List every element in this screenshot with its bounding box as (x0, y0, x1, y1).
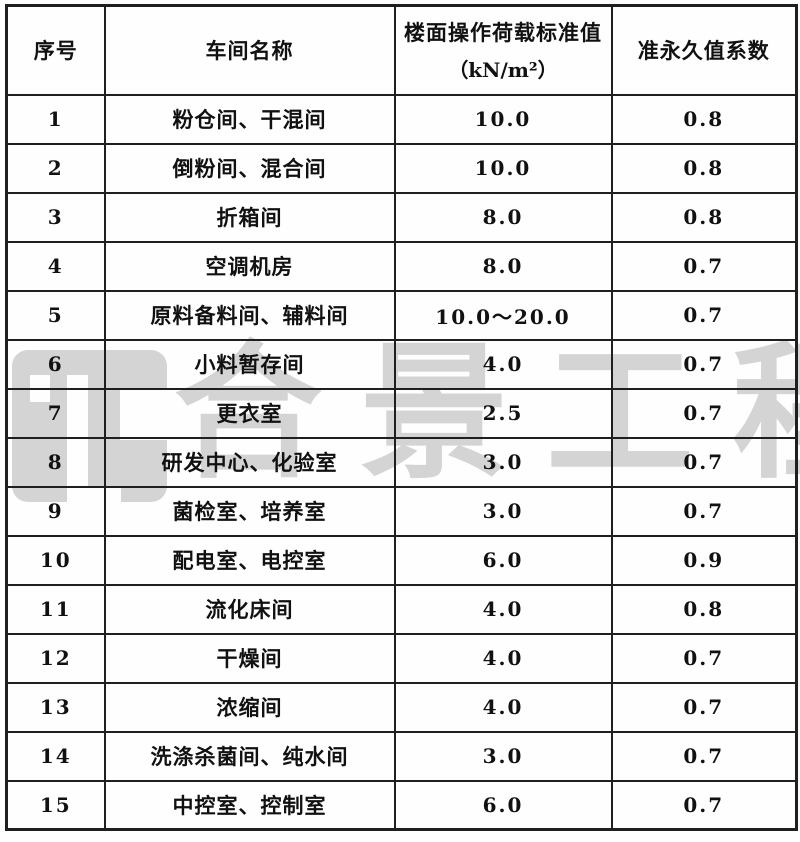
row-workshop-name: 更衣室 (103, 387, 396, 439)
header-quasi-permanent-coefficient: 准永久值系数 (610, 4, 798, 96)
row-load-value: 10.0 (393, 142, 613, 194)
floor-load-table: 序号 车间名称 楼面操作荷载标准值 （kN/m²） 准永久值系数 1 粉仓间、干… (5, 4, 798, 831)
row-coefficient: 0.7 (610, 338, 798, 390)
row-load-value: 6.0 (393, 534, 613, 586)
row-serial: 15 (5, 779, 106, 831)
row-load-value: 3.0 (393, 436, 613, 488)
table-row: 1 粉仓间、干混间 10.0 0.8 (5, 93, 798, 145)
row-workshop-name: 研发中心、化验室 (103, 436, 396, 488)
table-row: 4 空调机房 8.0 0.7 (5, 240, 798, 292)
row-serial: 3 (5, 191, 106, 243)
table-row: 15 中控室、控制室 6.0 0.7 (5, 779, 798, 831)
row-workshop-name: 中控室、控制室 (103, 779, 396, 831)
row-load-value: 4.0 (393, 338, 613, 390)
row-workshop-name: 小料暂存间 (103, 338, 396, 390)
row-load-value: 2.5 (393, 387, 613, 439)
row-coefficient: 0.7 (610, 730, 798, 782)
row-serial: 9 (5, 485, 106, 537)
row-coefficient: 0.8 (610, 191, 798, 243)
table-row: 8 研发中心、化验室 3.0 0.7 (5, 436, 798, 488)
row-serial: 8 (5, 436, 106, 488)
row-serial: 1 (5, 93, 106, 145)
row-coefficient: 0.9 (610, 534, 798, 586)
header-row: 序号 车间名称 楼面操作荷载标准值 （kN/m²） 准永久值系数 (5, 4, 798, 96)
row-load-value: 10.0～20.0 (393, 289, 613, 341)
row-workshop-name: 洗涤杀菌间、纯水间 (103, 730, 396, 782)
row-serial: 6 (5, 338, 106, 390)
row-coefficient: 0.7 (610, 779, 798, 831)
row-serial: 14 (5, 730, 106, 782)
table-row: 3 折箱间 8.0 0.8 (5, 191, 798, 243)
row-serial: 10 (5, 534, 106, 586)
row-workshop-name: 配电室、电控室 (103, 534, 396, 586)
row-workshop-name: 空调机房 (103, 240, 396, 292)
row-serial: 13 (5, 681, 106, 733)
row-load-value: 4.0 (393, 583, 613, 635)
row-serial: 7 (5, 387, 106, 439)
header-load-unit: （kN/m²） (448, 58, 558, 83)
row-serial: 2 (5, 142, 106, 194)
table-row: 14 洗涤杀菌间、纯水间 3.0 0.7 (5, 730, 798, 782)
row-load-value: 6.0 (393, 779, 613, 831)
row-coefficient: 0.7 (610, 632, 798, 684)
row-coefficient: 0.7 (610, 387, 798, 439)
header-load-line1: 楼面操作荷载标准值 (404, 20, 602, 46)
row-serial: 4 (5, 240, 106, 292)
row-serial: 5 (5, 289, 106, 341)
row-serial: 11 (5, 583, 106, 635)
row-workshop-name: 原料备料间、辅料间 (103, 289, 396, 341)
table-row: 10 配电室、电控室 6.0 0.9 (5, 534, 798, 586)
row-coefficient: 0.7 (610, 436, 798, 488)
row-coefficient: 0.7 (610, 681, 798, 733)
row-load-value: 4.0 (393, 681, 613, 733)
header-workshop-name: 车间名称 (103, 4, 396, 96)
row-workshop-name: 菌检室、培养室 (103, 485, 396, 537)
table-row: 6 小料暂存间 4.0 0.7 (5, 338, 798, 390)
table-row: 11 流化床间 4.0 0.8 (5, 583, 798, 635)
row-workshop-name: 粉仓间、干混间 (103, 93, 396, 145)
row-coefficient: 0.8 (610, 93, 798, 145)
row-workshop-name: 折箱间 (103, 191, 396, 243)
table-row: 7 更衣室 2.5 0.7 (5, 387, 798, 439)
header-load-value: 楼面操作荷载标准值 （kN/m²） (393, 4, 613, 96)
row-load-value: 8.0 (393, 191, 613, 243)
row-workshop-name: 干燥间 (103, 632, 396, 684)
table-row: 9 菌检室、培养室 3.0 0.7 (5, 485, 798, 537)
row-coefficient: 0.7 (610, 485, 798, 537)
row-coefficient: 0.7 (610, 240, 798, 292)
row-load-value: 8.0 (393, 240, 613, 292)
header-serial: 序号 (5, 4, 106, 96)
row-coefficient: 0.8 (610, 142, 798, 194)
row-load-value: 10.0 (393, 93, 613, 145)
row-workshop-name: 流化床间 (103, 583, 396, 635)
row-workshop-name: 倒粉间、混合间 (103, 142, 396, 194)
table-row: 12 干燥间 4.0 0.7 (5, 632, 798, 684)
row-coefficient: 0.8 (610, 583, 798, 635)
row-workshop-name: 浓缩间 (103, 681, 396, 733)
row-load-value: 4.0 (393, 632, 613, 684)
table-row: 13 浓缩间 4.0 0.7 (5, 681, 798, 733)
row-coefficient: 0.7 (610, 289, 798, 341)
table-row: 2 倒粉间、混合间 10.0 0.8 (5, 142, 798, 194)
table-row: 5 原料备料间、辅料间 10.0～20.0 0.7 (5, 289, 798, 341)
row-serial: 12 (5, 632, 106, 684)
row-load-value: 3.0 (393, 485, 613, 537)
row-load-value: 3.0 (393, 730, 613, 782)
